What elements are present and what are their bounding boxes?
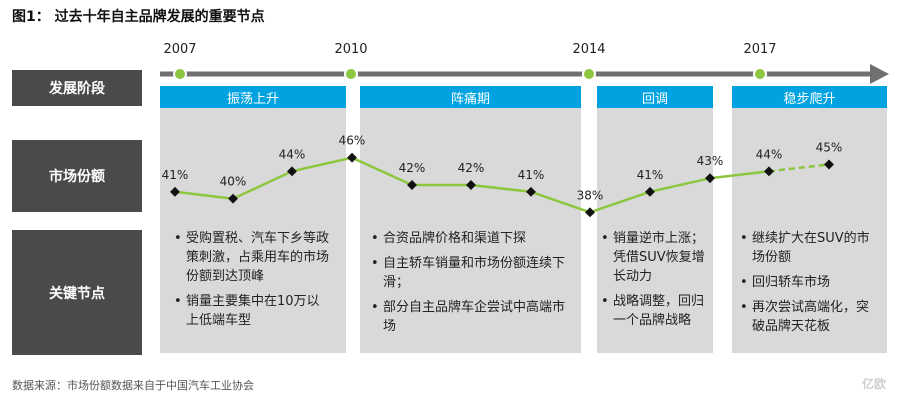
share-point [170,186,180,197]
share-point [585,207,595,218]
figure-title: 图1： 过去十年自主品牌发展的重要节点 [12,9,265,25]
year-label-2014: 2014 [572,42,606,57]
share-value-label: 46% [339,134,366,148]
share-value-label: 43% [697,154,724,168]
share-line-projected [768,163,830,173]
watermark-logo: 亿欧 [861,377,886,391]
timeline-arrow [870,64,889,84]
share-point [526,186,536,197]
milestone-item: 战略调整，回归一个品牌战略 [601,292,707,330]
share-point [705,173,715,184]
milestone-list-2: 合资品牌价格和渠道下探 自主轿车销量和市场份额连续下滑； 部分自主品牌车企尝试中… [371,229,571,342]
timeline-axis [160,64,889,84]
share-point [347,152,357,163]
milestone-item: 销量主要集中在10万以上低端车型 [174,292,332,330]
share-point [824,159,834,170]
share-point [764,166,774,177]
milestone-item: 合资品牌价格和渠道下探 [371,229,571,248]
phase-header-2: 阵痛期 [360,86,581,108]
phase-header-1: 振荡上升 [160,86,346,108]
year-dot-2010 [344,67,358,81]
share-point [228,193,238,204]
share-value-label: 41% [518,168,545,182]
share-value-label: 40% [220,175,247,189]
share-point [407,180,417,190]
milestone-list-4: 继续扩大在SUV的市场份额 回归轿车市场 再次尝试高端化，突破品牌天花板 [740,229,880,342]
year-dot-2007 [173,67,187,81]
milestone-item: 回归轿车市场 [740,273,880,292]
phase-header-3: 回调 [597,86,713,108]
row-label-stage: 发展阶段 [12,70,142,106]
year-label-2017: 2017 [743,42,777,57]
milestone-item: 继续扩大在SUV的市场份额 [740,229,880,267]
milestone-list-3: 销量逆市上涨；凭借SUV恢复增长动力 战略调整，回归一个品牌战略 [601,229,707,336]
year-dot-2014 [582,67,596,81]
year-label-2007: 2007 [163,42,197,57]
share-series: 41% 40% 44% 46% 42% 42% 41% 38% 41% 43% 44% 45% [162,134,843,218]
milestone-item: 受购置税、汽车下乡等政策刺激，占乘用车的市场份额到达顶峰 [174,229,332,286]
year-dot-2017 [753,67,767,81]
share-value-label: 42% [399,161,426,175]
milestone-item: 部分自主品牌车企尝试中高端市场 [371,298,571,336]
row-label-share: 市场份额 [12,140,142,212]
share-value-label: 38% [577,188,604,202]
row-label-milestones: 关键节点 [12,230,142,355]
share-value-label: 45% [816,141,843,155]
share-value-label: 44% [756,147,783,161]
share-value-label: 41% [637,168,664,182]
share-point [645,186,655,197]
share-value-label: 42% [458,161,485,175]
milestone-item: 再次尝试高端化，突破品牌天花板 [740,298,880,336]
milestone-list-1: 受购置税、汽车下乡等政策刺激，占乘用车的市场份额到达顶峰 销量主要集中在10万以… [174,229,332,336]
share-point [466,180,476,190]
source-note: 数据来源：市场份额数据来自于中国汽车工业协会 [12,379,254,392]
phase-header-4: 稳步爬升 [732,86,887,108]
share-value-label: 44% [279,147,306,161]
share-value-label: 41% [162,168,189,182]
year-label-2010: 2010 [334,42,368,57]
milestone-item: 自主轿车销量和市场份额连续下滑； [371,254,571,292]
share-point [287,166,297,177]
milestone-item: 销量逆市上涨；凭借SUV恢复增长动力 [601,229,707,286]
